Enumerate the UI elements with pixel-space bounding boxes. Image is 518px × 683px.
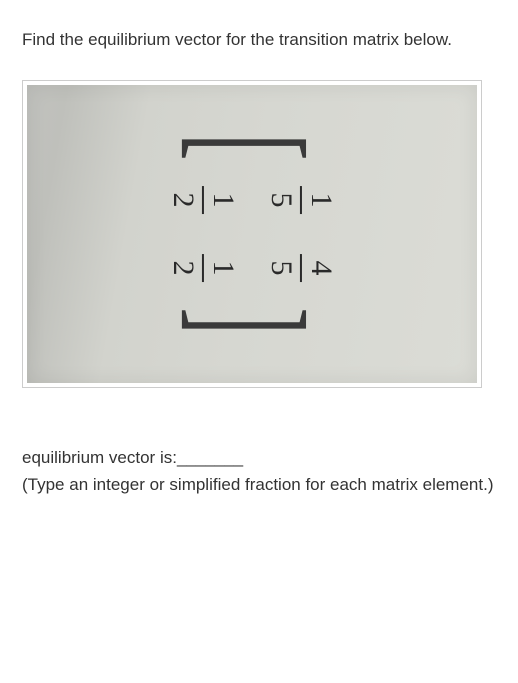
matrix-cell-1-1: 1 2 — [166, 254, 240, 282]
fraction-bar — [202, 254, 204, 282]
fraction-denominator: 5 — [264, 256, 298, 279]
bracket-left: [ — [177, 133, 327, 160]
answer-section: equilibrium vector is:_______ (Type an i… — [22, 448, 496, 496]
fraction-numerator: 1 — [304, 188, 338, 211]
fraction-bar — [300, 254, 302, 282]
matrix-cell-1-0: 1 2 — [166, 186, 240, 214]
fraction-denominator: 2 — [166, 188, 200, 211]
fraction-denominator: 2 — [166, 256, 200, 279]
bracket-right: ] — [177, 307, 327, 334]
matrix-rotated-wrap: [ 1 5 4 5 1 2 1 — [156, 122, 348, 346]
matrix-grid: 1 5 4 5 1 2 1 2 — [156, 172, 348, 296]
fraction-numerator: 4 — [304, 256, 338, 279]
fraction-denominator: 5 — [264, 188, 298, 211]
fraction-bar — [202, 186, 204, 214]
matrix-cell-0-0: 1 5 — [264, 186, 338, 214]
answer-blank[interactable]: _______ — [177, 448, 243, 467]
fraction-bar — [300, 186, 302, 214]
answer-label: equilibrium vector is: — [22, 448, 177, 467]
fraction-numerator: 1 — [206, 188, 240, 211]
question-text: Find the equilibrium vector for the tran… — [22, 28, 496, 52]
matrix-image-container: [ 1 5 4 5 1 2 1 — [22, 80, 482, 388]
matrix-cell-0-1: 4 5 — [264, 254, 338, 282]
photo-background: [ 1 5 4 5 1 2 1 — [27, 85, 477, 383]
instruction-text: (Type an integer or simplified fraction … — [22, 474, 496, 496]
answer-line: equilibrium vector is:_______ — [22, 448, 496, 468]
fraction-numerator: 1 — [206, 256, 240, 279]
